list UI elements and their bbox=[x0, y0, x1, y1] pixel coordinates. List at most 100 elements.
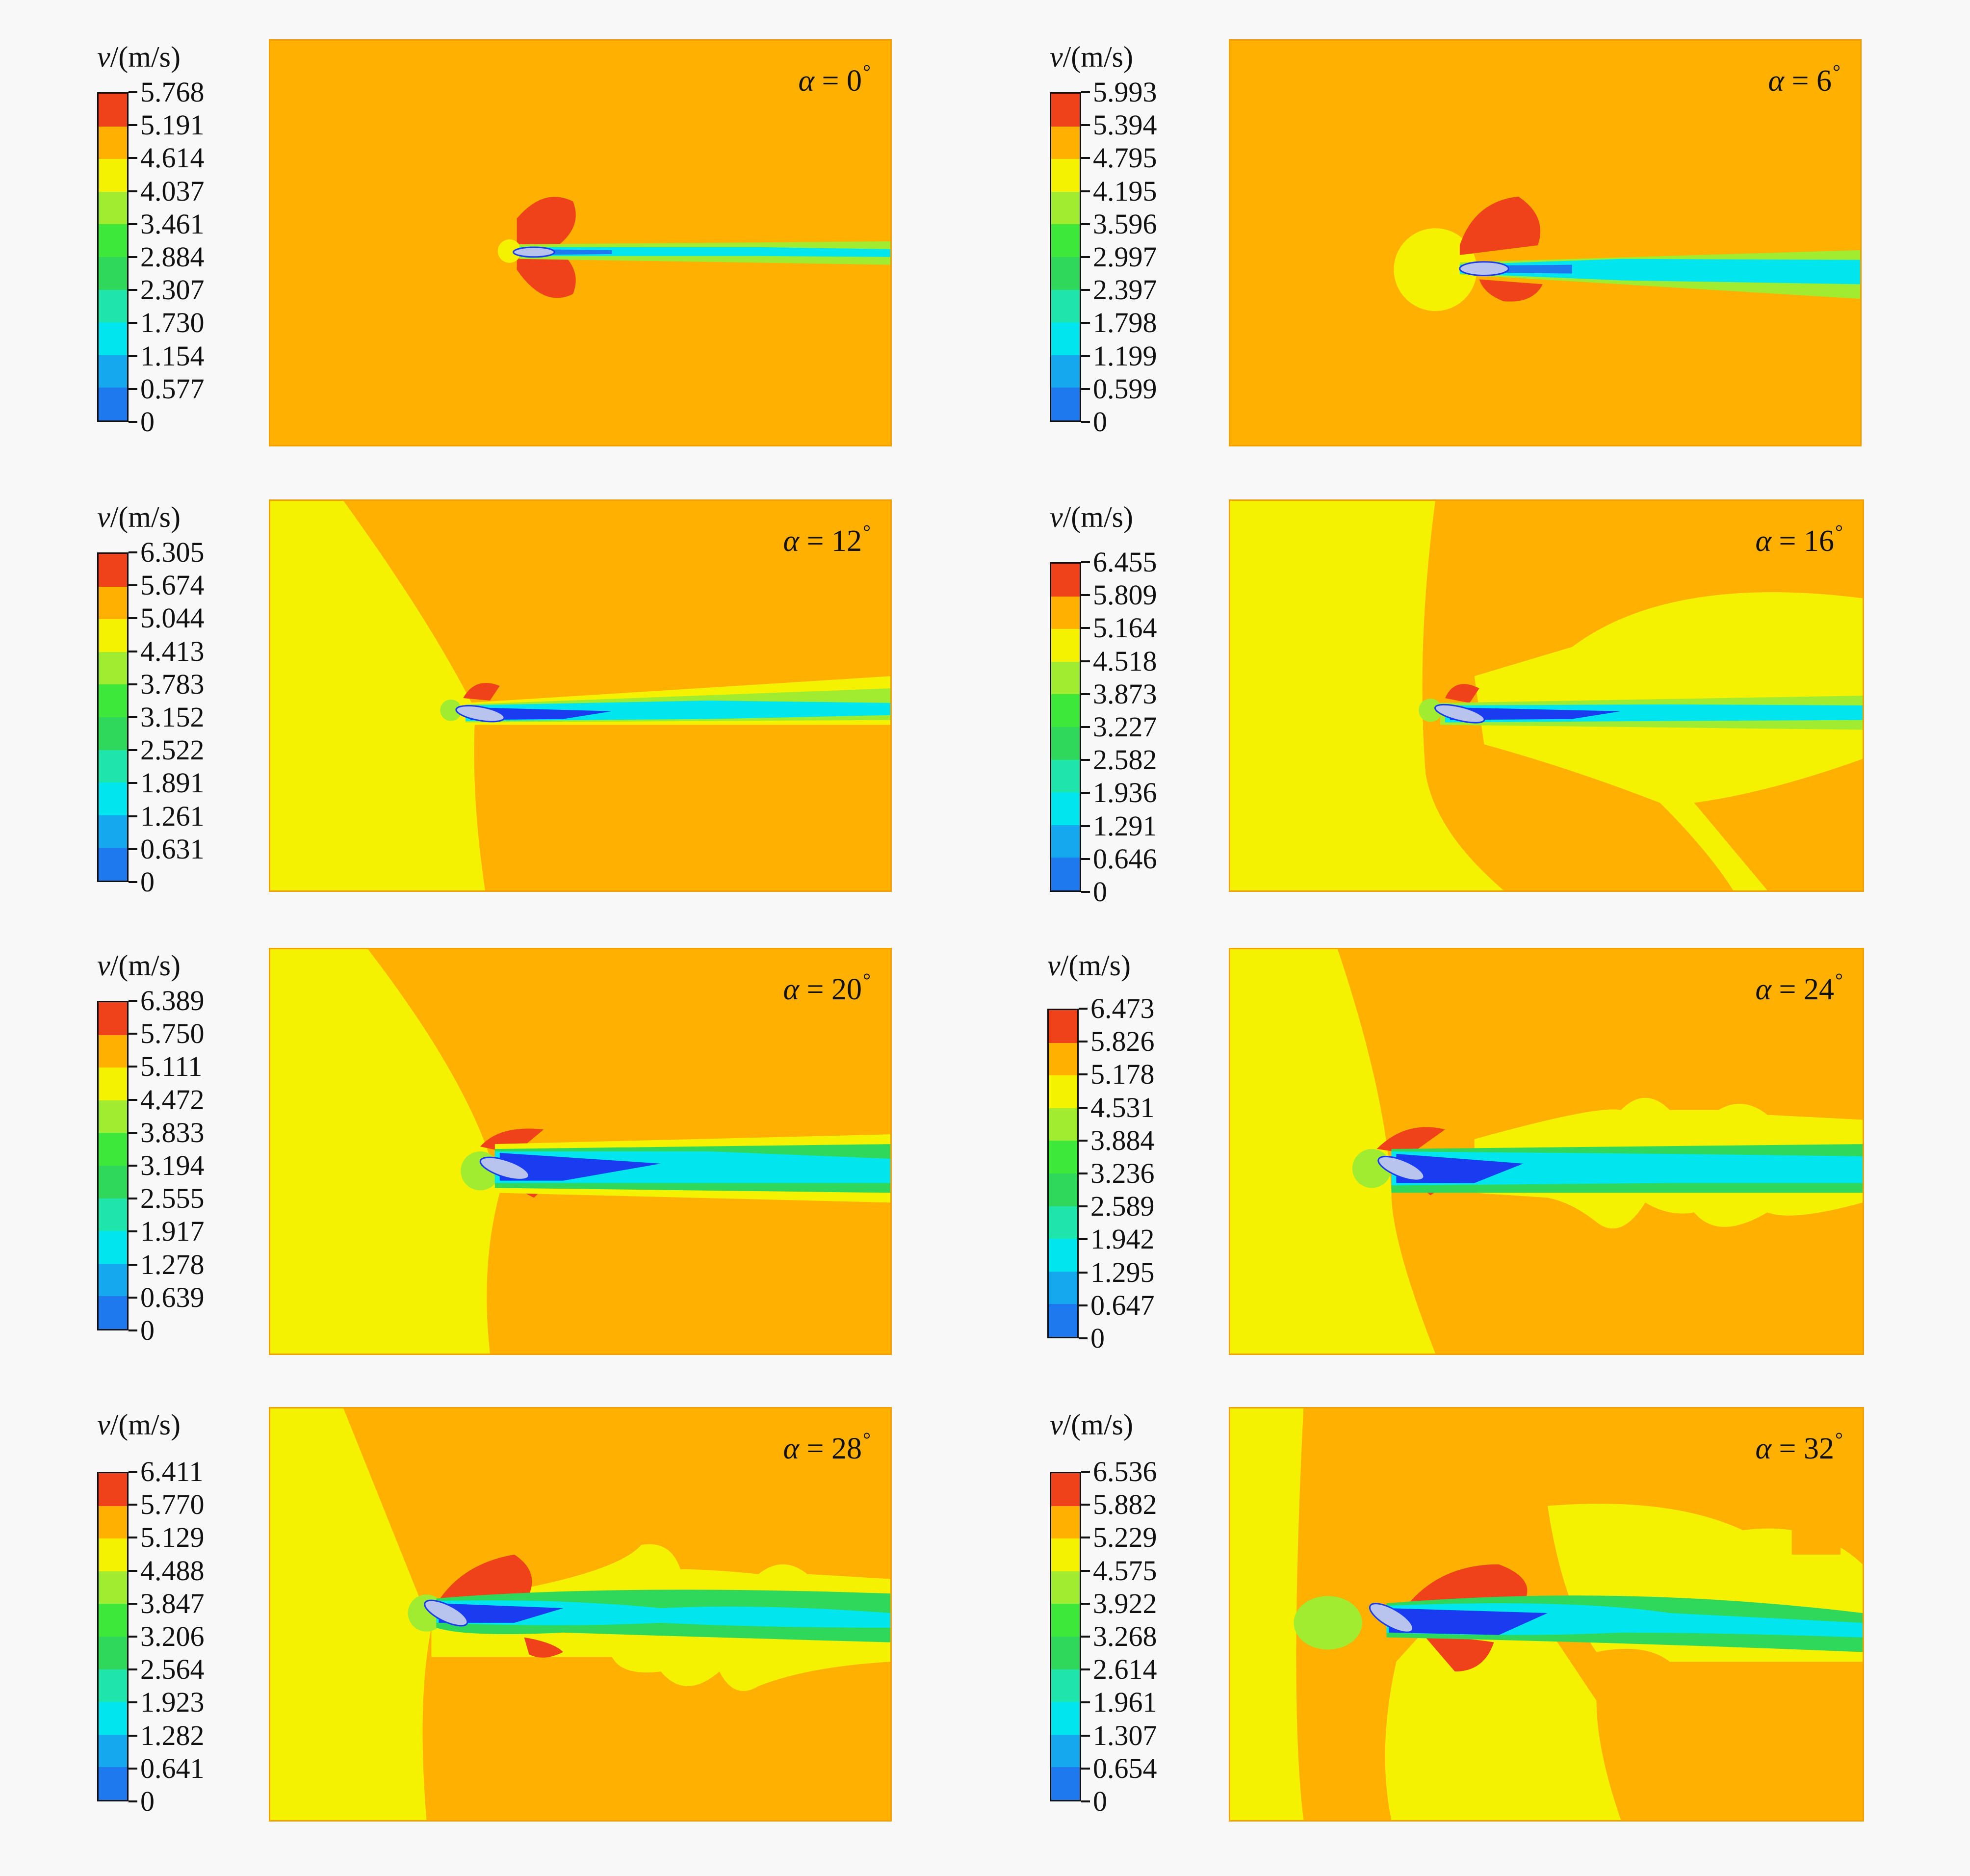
tick-label: 0 bbox=[1093, 876, 1107, 908]
colorbar-band bbox=[99, 1068, 127, 1100]
tick-label: 0 bbox=[140, 866, 155, 898]
colorbar-band bbox=[1051, 1571, 1080, 1604]
tick-label: 5.809 bbox=[1093, 579, 1157, 611]
colorbar bbox=[1050, 562, 1081, 892]
tick-label: 5.826 bbox=[1090, 1025, 1155, 1058]
tick-label: 4.037 bbox=[140, 175, 205, 207]
tick-mark bbox=[129, 1000, 137, 1002]
colorbar-band bbox=[1049, 1042, 1077, 1076]
colorbar-band bbox=[99, 750, 127, 783]
tick-label: 5.129 bbox=[140, 1521, 205, 1554]
colorbar-band bbox=[99, 717, 127, 750]
colorbar-band bbox=[1051, 694, 1080, 727]
tick-mark bbox=[1081, 1569, 1090, 1572]
tick-mark bbox=[129, 223, 137, 225]
angle-of-attack-label: α = 16° bbox=[1755, 521, 1843, 558]
tick-mark bbox=[1079, 1106, 1088, 1109]
tick-label: 3.236 bbox=[1090, 1157, 1155, 1189]
tick-mark bbox=[129, 1537, 137, 1539]
tick-label: 2.582 bbox=[1093, 744, 1157, 776]
tick-label: 3.884 bbox=[1090, 1124, 1155, 1156]
colorbar bbox=[1050, 1472, 1081, 1801]
tick-mark bbox=[129, 157, 137, 159]
tick-mark bbox=[1081, 289, 1090, 291]
tick-mark bbox=[129, 1701, 137, 1704]
tick-mark bbox=[129, 1471, 137, 1473]
colorbar bbox=[97, 92, 129, 422]
colorbar-band bbox=[1051, 257, 1080, 290]
tick-mark bbox=[1079, 1139, 1088, 1142]
legend-title: v/(m/s) bbox=[1050, 41, 1133, 73]
legend-title: v/(m/s) bbox=[1047, 949, 1131, 982]
colorbar-band bbox=[99, 94, 127, 127]
tick-mark bbox=[1081, 1800, 1090, 1802]
colorbar-band bbox=[1049, 1271, 1077, 1304]
colorbar-band bbox=[99, 554, 127, 587]
tick-label: 3.152 bbox=[140, 701, 205, 733]
tick-mark bbox=[1079, 1238, 1088, 1241]
legend-title: v/(m/s) bbox=[1050, 1408, 1133, 1441]
tick-mark bbox=[129, 289, 137, 291]
tick-mark bbox=[129, 848, 137, 850]
tick-label: 4.518 bbox=[1093, 645, 1157, 677]
tick-mark bbox=[129, 617, 137, 620]
colorbar-band bbox=[1049, 1010, 1077, 1043]
tick-mark bbox=[129, 91, 137, 93]
tick-label: 1.730 bbox=[140, 307, 205, 339]
colorbar bbox=[97, 552, 129, 882]
tick-label: 5.229 bbox=[1093, 1521, 1157, 1554]
colorbar bbox=[97, 1472, 129, 1801]
tick-label: 4.488 bbox=[140, 1554, 205, 1587]
tick-mark bbox=[1079, 1337, 1088, 1339]
legend-title: v/(m/s) bbox=[97, 949, 181, 982]
tick-label: 0.577 bbox=[140, 372, 205, 405]
colorbar-band bbox=[1051, 191, 1080, 225]
velocity-contour-field: α = 32° bbox=[1229, 1407, 1864, 1822]
colorbar-band bbox=[99, 388, 127, 420]
tick-label: 4.472 bbox=[140, 1083, 205, 1116]
colorbar-band bbox=[99, 1165, 127, 1199]
colorbar-band bbox=[99, 848, 127, 881]
colorbar-band bbox=[99, 1604, 127, 1637]
colorbar-ticks: 6.389 5.750 5.111 4.472 3.833 3.194 2.555 1.917… bbox=[129, 985, 276, 1346]
tick-mark bbox=[1081, 627, 1090, 629]
tick-mark bbox=[129, 650, 137, 652]
colorbar-band bbox=[99, 1231, 127, 1264]
tick-mark bbox=[1079, 1304, 1088, 1306]
tick-label: 1.291 bbox=[1093, 809, 1157, 842]
tick-mark bbox=[129, 815, 137, 817]
tick-label: 3.783 bbox=[140, 668, 205, 700]
tick-mark bbox=[129, 1329, 137, 1331]
colorbar-band bbox=[1051, 792, 1080, 825]
tick-mark bbox=[129, 388, 137, 390]
colorbar-band bbox=[99, 1669, 127, 1702]
colorbar-band bbox=[1049, 1075, 1077, 1108]
colorbar-band bbox=[99, 1035, 127, 1068]
colorbar-band bbox=[99, 289, 127, 323]
tick-label: 2.614 bbox=[1093, 1653, 1157, 1686]
colorbar-band bbox=[99, 191, 127, 225]
colorbar-ticks: 6.411 5.770 5.129 4.488 3.847 3.206 2.564 1.923… bbox=[129, 1456, 276, 1817]
tick-label: 0 bbox=[1093, 1785, 1107, 1817]
colorbar bbox=[1050, 92, 1081, 422]
tick-label: 0 bbox=[1090, 1322, 1105, 1354]
angle-of-attack-label: α = 12° bbox=[783, 521, 871, 558]
tick-mark bbox=[129, 683, 137, 685]
colorbar-band bbox=[1051, 858, 1080, 890]
angle-of-attack-label: α = 28° bbox=[783, 1428, 871, 1465]
tick-mark bbox=[129, 584, 137, 587]
colorbar-band bbox=[1049, 1206, 1077, 1239]
tick-mark bbox=[129, 322, 137, 324]
tick-mark bbox=[129, 881, 137, 883]
colorbar-band bbox=[99, 619, 127, 652]
tick-label: 1.936 bbox=[1093, 777, 1157, 809]
tick-label: 4.575 bbox=[1093, 1554, 1157, 1587]
tick-label: 5.993 bbox=[1093, 76, 1157, 108]
colorbar-band bbox=[1051, 322, 1080, 355]
tick-label: 1.923 bbox=[140, 1686, 205, 1719]
tick-label: 2.884 bbox=[140, 241, 205, 273]
tick-mark bbox=[1079, 1205, 1088, 1208]
tick-label: 3.227 bbox=[1093, 711, 1157, 743]
tick-label: 4.195 bbox=[1093, 175, 1157, 207]
tick-mark bbox=[1081, 561, 1090, 563]
